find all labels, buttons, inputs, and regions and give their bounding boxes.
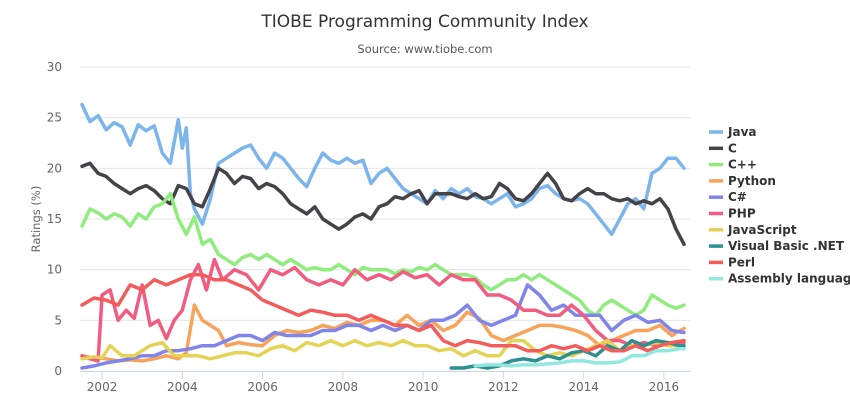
series-line-assembly-language[interactable] (473, 346, 686, 368)
y-tick-label: 10 (47, 263, 62, 277)
series-line-c[interactable] (80, 161, 686, 247)
series-lines (80, 102, 686, 370)
series-line-php[interactable] (80, 257, 686, 363)
y-tick-label: 15 (47, 212, 62, 226)
legend-label: PHP (728, 207, 756, 221)
x-tick-label: 2008 (328, 380, 359, 394)
x-tick-label: 2016 (649, 380, 680, 394)
legend-label: Perl (728, 255, 755, 269)
legend-label: Java (727, 125, 756, 139)
series-line-c-[interactable] (80, 191, 686, 318)
legend-item[interactable]: JavaScript (709, 223, 797, 237)
x-tick-label: 2014 (568, 380, 599, 394)
y-tick-label: 25 (47, 111, 62, 125)
chart-title: TIOBE Programming Community Index (261, 12, 589, 32)
y-tick-label: 30 (47, 60, 62, 74)
y-tick-label: 20 (47, 161, 62, 175)
legend-item[interactable]: C# (709, 190, 747, 204)
legend-label: Assembly language (728, 272, 850, 286)
y-axis-title: Ratings (%) (29, 186, 43, 253)
legend-item[interactable]: Assembly language (709, 272, 850, 286)
legend-item[interactable]: Java (709, 125, 756, 139)
legend-item[interactable]: PHP (709, 207, 756, 221)
legend-label: Visual Basic .NET (728, 239, 845, 253)
x-axis: 2002 2004 2006 2008 2010 2012 2014 2016 (80, 371, 690, 394)
legend: Java C C++ Python C# PHP JavaScript Visual Basi… (709, 125, 850, 286)
legend-label: JavaScript (727, 223, 797, 237)
x-tick-label: 2002 (87, 380, 118, 394)
legend-label: Python (728, 174, 776, 188)
series-line-visual-basic-net[interactable] (449, 338, 686, 370)
legend-label: C# (728, 190, 747, 204)
series-line-java[interactable] (80, 102, 686, 236)
legend-item[interactable]: C (709, 141, 737, 155)
x-tick-label: 2012 (488, 380, 519, 394)
y-tick-label: 5 (54, 313, 62, 327)
legend-label: C++ (728, 158, 757, 172)
chart-subtitle: Source: www.tiobe.com (357, 42, 493, 56)
legend-label: C (728, 141, 737, 155)
legend-item[interactable]: Python (709, 174, 776, 188)
legend-item[interactable]: C++ (709, 158, 757, 172)
series-line-perl[interactable] (80, 272, 686, 353)
legend-item[interactable]: Perl (709, 255, 755, 269)
y-axis: 0 5 10 15 20 25 30 (47, 60, 62, 378)
x-tick-label: 2004 (167, 380, 198, 394)
x-tick-label: 2006 (247, 380, 278, 394)
y-tick-label: 0 (54, 364, 62, 378)
legend-item[interactable]: Visual Basic .NET (709, 239, 845, 253)
x-tick-label: 2010 (408, 380, 439, 394)
